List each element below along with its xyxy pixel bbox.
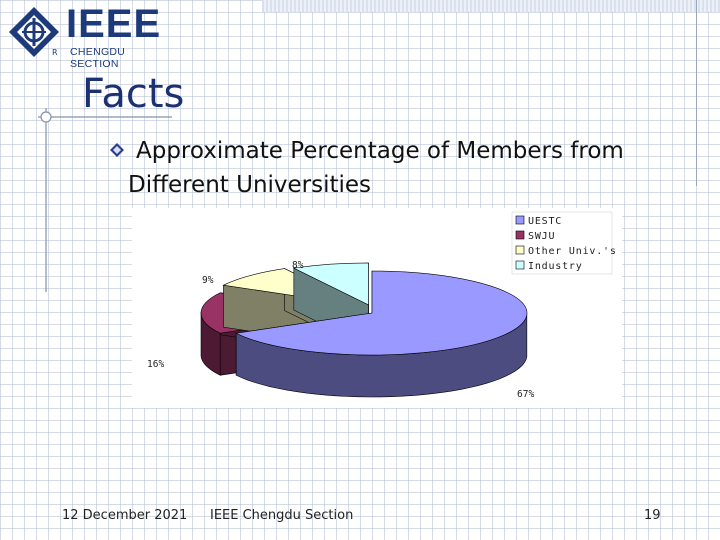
legend-swatch-1 <box>515 230 525 240</box>
title-decoration <box>38 108 172 292</box>
footer-date: 12 December 2021 <box>62 508 188 523</box>
legend-swatch-3 <box>515 260 525 270</box>
slide-title: Facts <box>82 71 185 117</box>
pie-chart: 67% 16% 9% 8% UESTC SWJU Other Univ.'s Industr… <box>132 208 622 408</box>
data-label-2: 9% <box>202 275 214 286</box>
legend-label-1: SWJU <box>528 231 555 242</box>
legend-swatch-0 <box>515 215 525 225</box>
pie-slice-uestc <box>235 270 528 398</box>
registered-mark: R <box>52 48 58 57</box>
right-decorative-rule <box>696 0 697 186</box>
footer-page-number: 19 <box>644 508 661 523</box>
legend-label-2: Other Univ.'s <box>528 246 617 257</box>
legend-label-3: Industry <box>528 261 583 272</box>
logo-subtitle: CHENGDU SECTION <box>70 46 126 70</box>
legend-box <box>511 211 613 275</box>
legend-swatch-2 <box>515 245 525 255</box>
diamond-bullet-icon <box>110 143 124 157</box>
data-label-0: 67% <box>517 389 534 400</box>
bullet-text: Approximate Percentage of Members from D… <box>128 138 624 198</box>
legend-label-0: UESTC <box>528 216 562 227</box>
ieee-diamond-icon <box>9 7 59 57</box>
data-label-3: 8% <box>292 260 304 271</box>
data-label-1: 16% <box>147 359 164 370</box>
logo-wordmark: IEEE <box>66 2 162 46</box>
ieee-logo: R IEEE CHENGDU SECTION <box>8 2 168 70</box>
top-pattern-band <box>262 0 720 12</box>
footer-org: IEEE Chengdu Section <box>210 508 354 523</box>
